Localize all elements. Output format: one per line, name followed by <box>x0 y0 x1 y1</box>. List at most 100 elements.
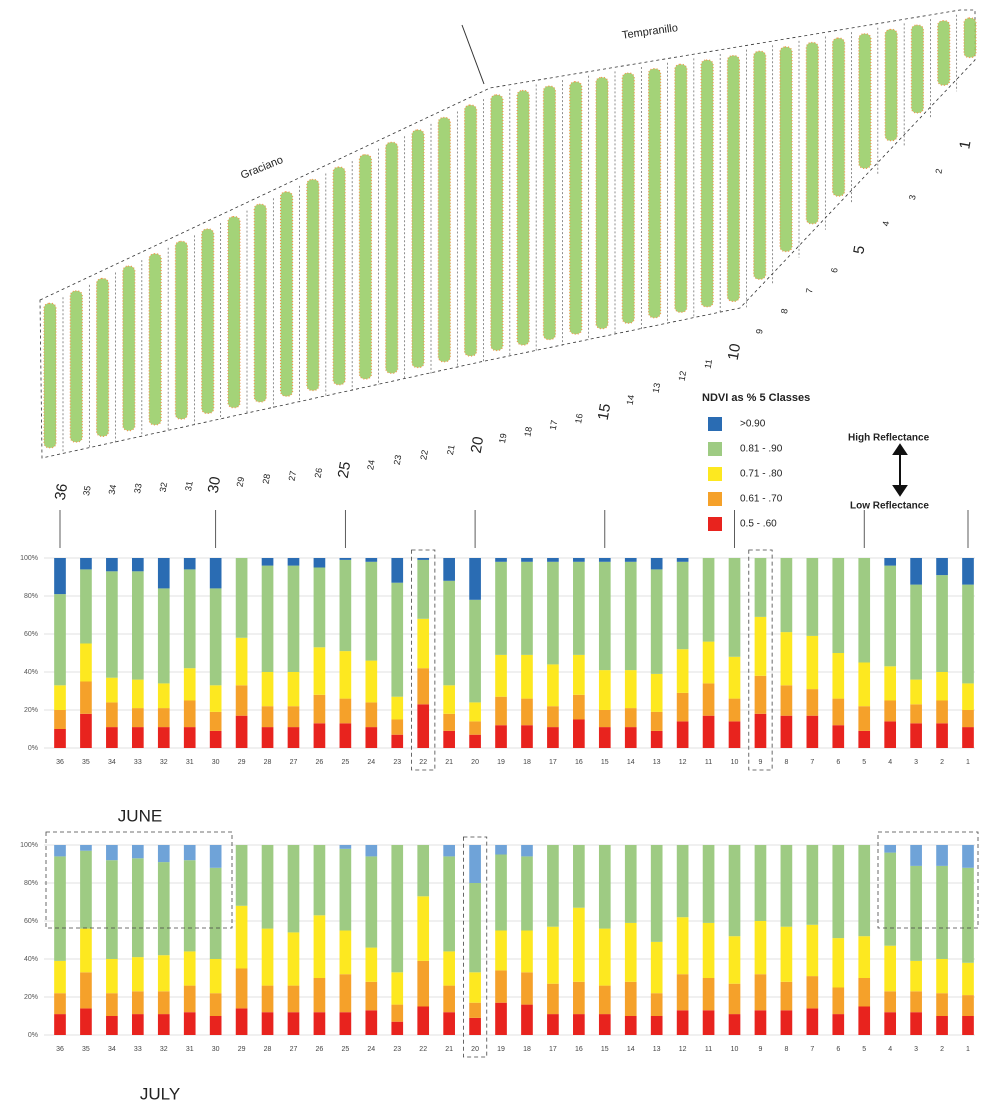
bar-segment <box>962 845 974 868</box>
bar-segment <box>210 868 222 959</box>
bar-segment <box>417 1007 429 1036</box>
bar-segment <box>80 845 92 851</box>
row-label: 19 <box>497 432 509 444</box>
legend-label: 0.71 - .80 <box>740 469 783 480</box>
bar-segment <box>651 845 663 942</box>
bar-segment <box>288 706 300 727</box>
bar-segment <box>832 699 844 726</box>
arrow <box>894 445 906 495</box>
bar-segment <box>677 721 689 748</box>
bar-segment <box>210 959 222 993</box>
bar-segment <box>132 571 144 679</box>
bar-segment <box>625 708 637 727</box>
bar-segment <box>962 585 974 684</box>
bar-segment <box>365 982 377 1011</box>
x-tick-label: 32 <box>160 759 168 766</box>
x-tick-label: 35 <box>82 1046 90 1053</box>
bar-segment <box>910 845 922 866</box>
bar-segment <box>599 562 611 670</box>
row-label: 1 <box>956 139 974 150</box>
bar-segment <box>262 706 274 727</box>
bar-segment <box>365 856 377 947</box>
bar-segment <box>391 583 403 697</box>
bar-segment <box>340 849 352 931</box>
bar-segment <box>262 727 274 748</box>
row-label: 27 <box>287 470 299 482</box>
bar-segment <box>910 723 922 748</box>
bar-segment <box>365 562 377 661</box>
x-tick-label: 2 <box>940 1046 944 1053</box>
bar-segment <box>391 735 403 748</box>
x-tick-label: 21 <box>445 1046 453 1053</box>
bar-segment <box>832 1014 844 1035</box>
bar-segment <box>391 845 403 972</box>
bar-segment <box>80 558 92 569</box>
x-tick-label: 18 <box>523 1046 531 1053</box>
row-label: 4 <box>881 220 892 227</box>
y-tick-label: 100% <box>20 842 38 849</box>
x-tick-label: 22 <box>419 1046 427 1053</box>
bar-segment <box>729 721 741 748</box>
bar-segment <box>236 558 248 638</box>
bar-segment <box>443 856 455 951</box>
bar-segment <box>781 845 793 927</box>
bar-segment <box>54 856 66 961</box>
bar-segment <box>210 845 222 868</box>
bar-segment <box>729 558 741 657</box>
legend-title: NDVI as % 5 Classes <box>702 392 810 404</box>
bar-segment <box>340 1012 352 1035</box>
legend-swatch <box>708 417 722 431</box>
bar-segment <box>314 568 326 648</box>
bar-segment <box>80 644 92 682</box>
bar-segment <box>106 860 118 959</box>
x-tick-label: 10 <box>731 759 739 766</box>
bar-segment <box>365 1010 377 1035</box>
bar-segment <box>781 982 793 1011</box>
map <box>44 12 981 454</box>
bar-segment <box>858 845 870 936</box>
bar-segment <box>781 1010 793 1035</box>
bar-segment <box>677 649 689 693</box>
bar-segment <box>884 558 896 566</box>
bar-segment <box>495 970 507 1002</box>
bar-segment <box>262 845 274 929</box>
bar-segment <box>365 845 377 856</box>
x-tick-label: 22 <box>419 759 427 766</box>
bar-segment <box>365 661 377 703</box>
bar-segment <box>625 670 637 708</box>
vine-row <box>911 25 923 113</box>
vine-row <box>333 167 345 385</box>
bar-segment <box>340 931 352 975</box>
row-label: 13 <box>651 382 663 394</box>
row-label: 20 <box>468 435 488 454</box>
row-label: 36 <box>52 482 72 501</box>
vine-row <box>964 18 976 58</box>
bar-segment <box>495 697 507 726</box>
bar-segment <box>54 1014 66 1035</box>
bar-segment <box>677 558 689 562</box>
bar-segment <box>158 727 170 748</box>
bar-segment <box>158 955 170 991</box>
bar-segment <box>677 693 689 722</box>
row-label: 29 <box>235 476 247 488</box>
bar-segment <box>729 845 741 936</box>
bar-segment <box>54 685 66 710</box>
bar-segment <box>340 723 352 748</box>
bar-segment <box>781 558 793 632</box>
x-tick-label: 4 <box>888 1046 892 1053</box>
bar-segment <box>106 845 118 860</box>
vine-row <box>307 179 319 390</box>
x-tick-label: 2 <box>940 759 944 766</box>
bar-segment <box>781 685 793 715</box>
bar-segment <box>547 845 559 927</box>
bar-segment <box>521 845 533 856</box>
vine-row <box>359 155 371 379</box>
legend-swatch <box>708 467 722 481</box>
row-label: 8 <box>779 308 790 315</box>
x-tick-label: 29 <box>238 1046 246 1053</box>
bar-segment <box>858 978 870 1007</box>
bar-segment <box>755 845 767 921</box>
bar-segment <box>54 845 66 856</box>
row-label: 2 <box>934 168 945 175</box>
bar-segment <box>210 993 222 1016</box>
